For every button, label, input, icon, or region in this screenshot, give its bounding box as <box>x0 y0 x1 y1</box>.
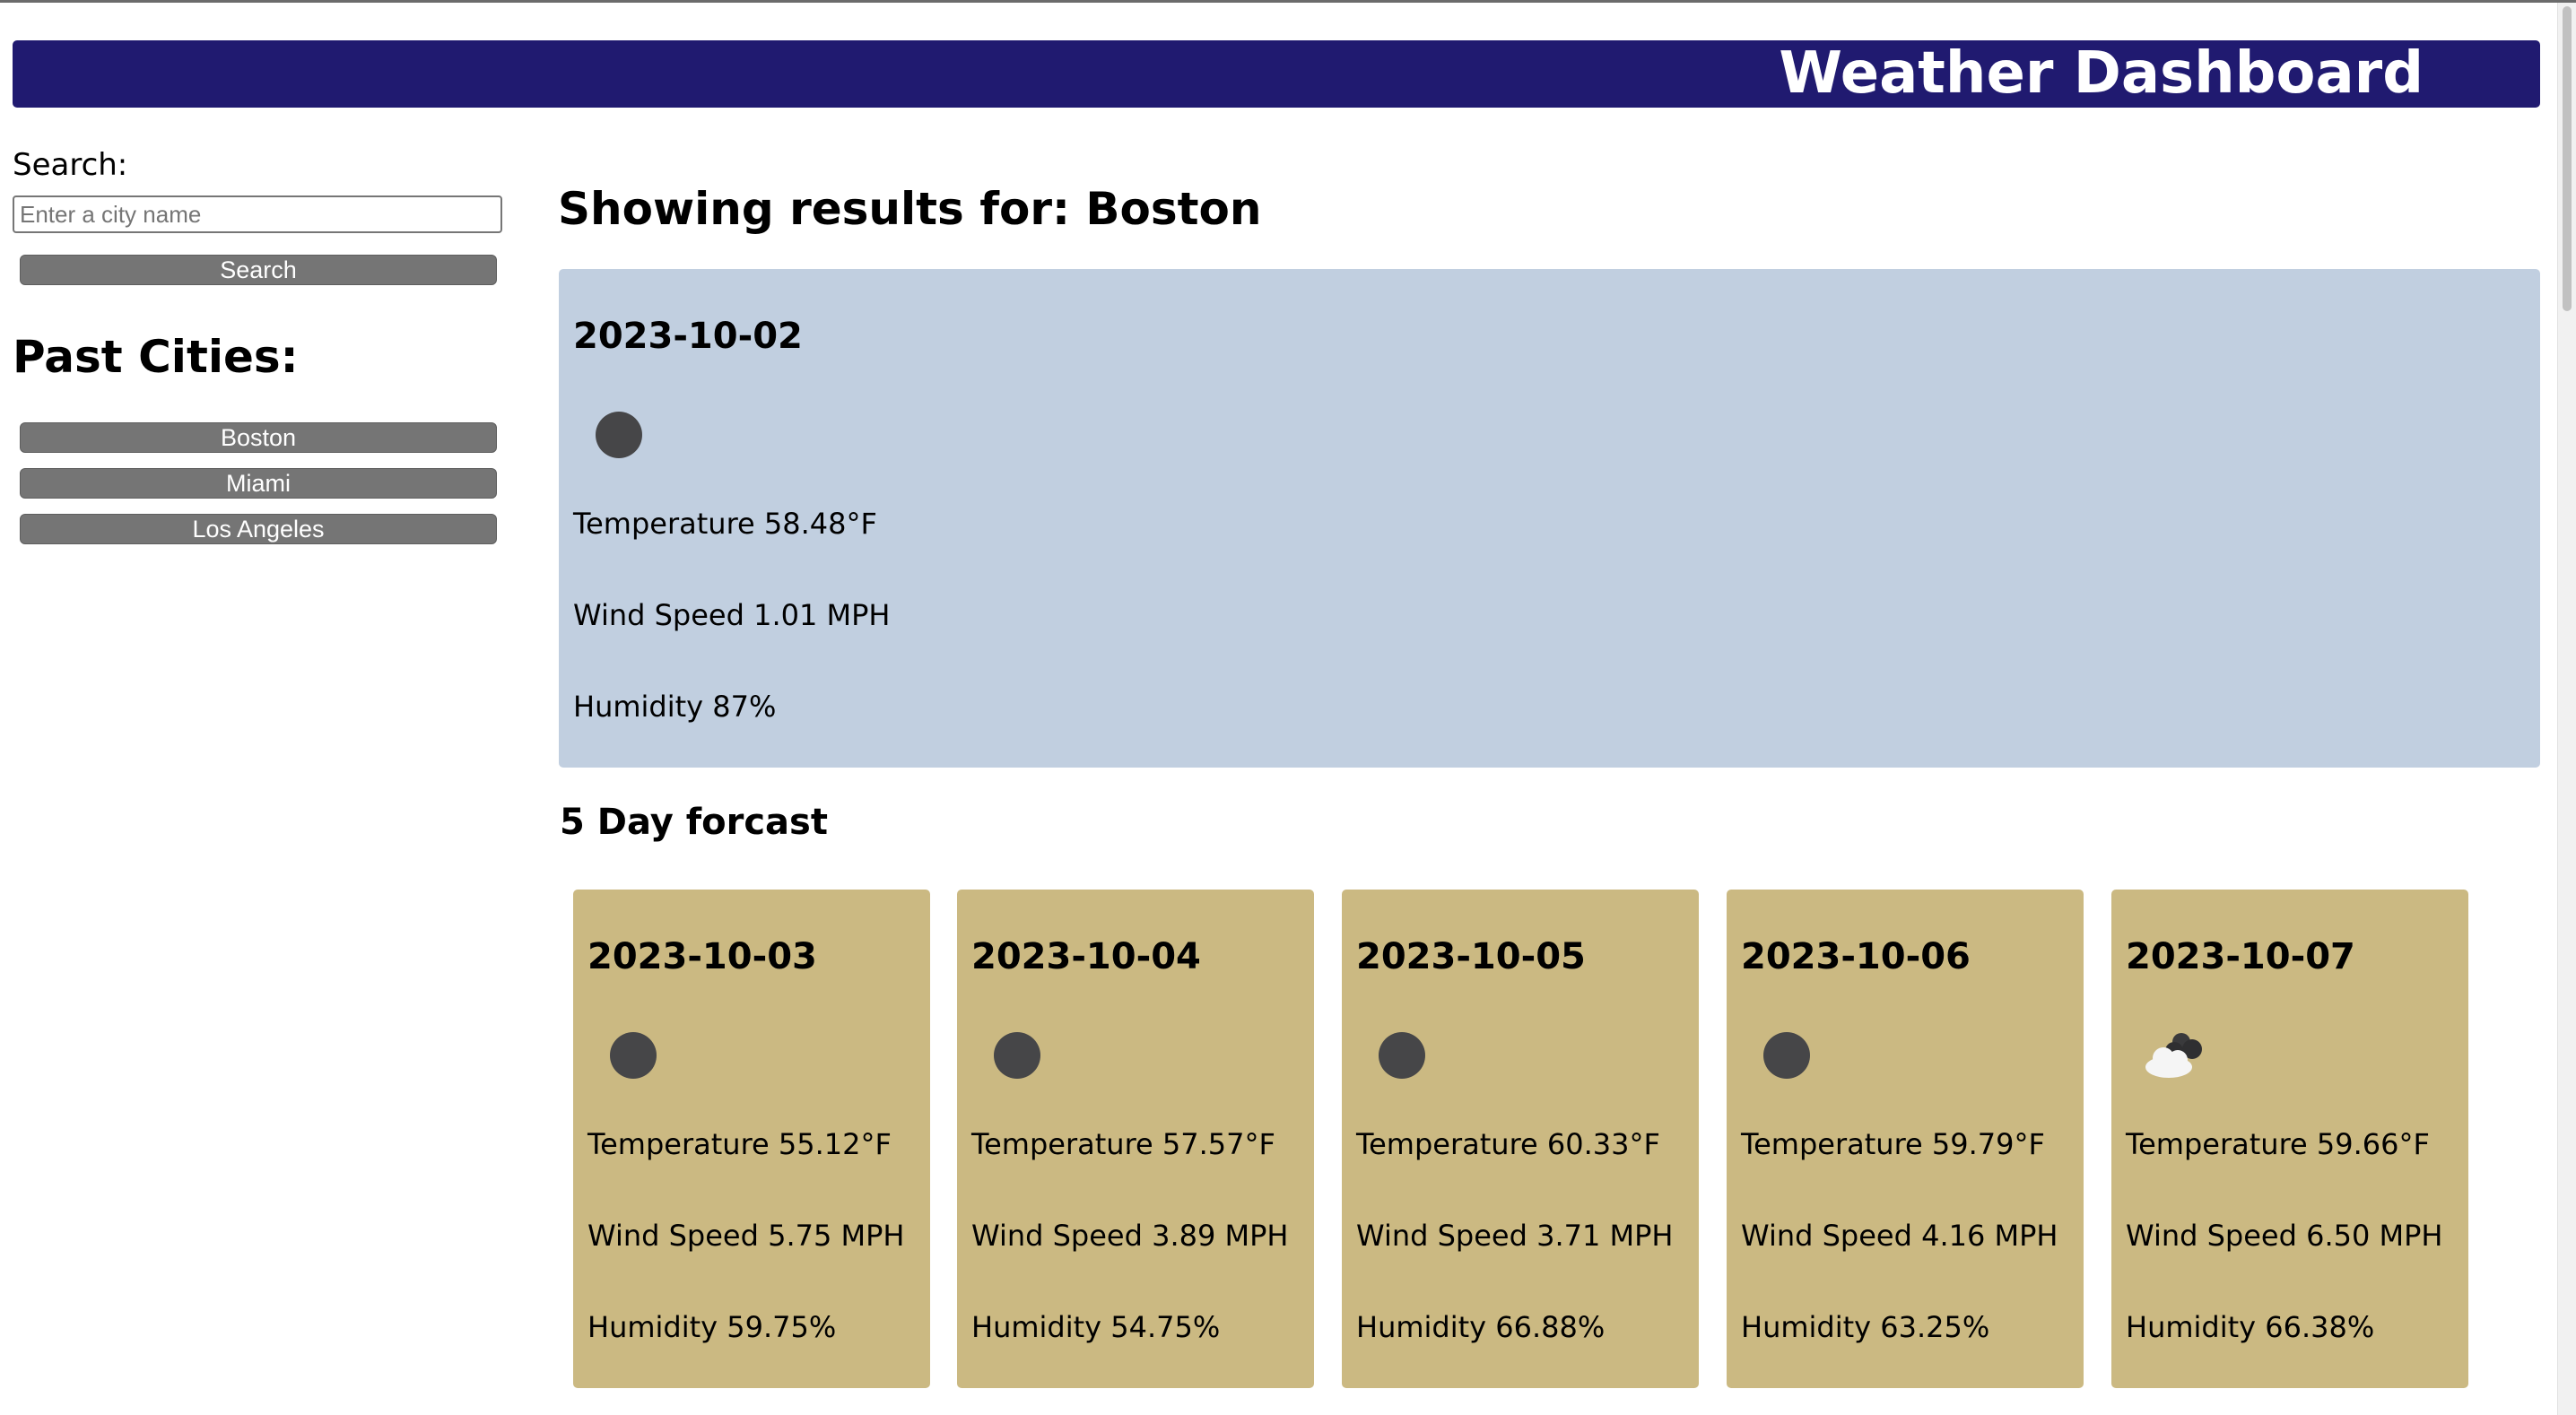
window-top-border <box>0 0 2576 3</box>
past-city-button-miami[interactable]: Miami <box>20 468 497 499</box>
forecast-card: 2023-10-07 Temperature 59.66°F Wind Spee… <box>2111 890 2468 1388</box>
clear-night-dot-icon <box>1379 1032 1425 1079</box>
forecast-wind-speed: Wind Speed 3.89 MPH <box>971 1219 1289 1253</box>
forecast-date: 2023-10-07 <box>2126 936 2355 977</box>
vertical-scrollbar[interactable] <box>2557 3 2576 1415</box>
current-temperature: Temperature 58.48°F <box>573 507 877 541</box>
forecast-wind-speed: Wind Speed 5.75 MPH <box>587 1219 905 1253</box>
current-humidity: Humidity 87% <box>573 690 777 724</box>
forecast-humidity: Humidity 54.75% <box>971 1310 1221 1344</box>
forecast-date: 2023-10-06 <box>1741 936 1971 977</box>
clear-night-dot-icon <box>596 412 642 458</box>
forecast-wind-speed: Wind Speed 6.50 MPH <box>2126 1219 2443 1253</box>
clear-night-dot-icon <box>1763 1032 1810 1079</box>
past-city-button-boston[interactable]: Boston <box>20 422 497 453</box>
forecast-temperature: Temperature 60.33°F <box>1356 1127 1660 1161</box>
forecast-card: 2023-10-03 Temperature 55.12°F Wind Spee… <box>573 890 930 1388</box>
forecast-card: 2023-10-04 Temperature 57.57°F Wind Spee… <box>957 890 1314 1388</box>
header-bar: Weather Dashboard <box>13 40 2540 108</box>
forecast-temperature: Temperature 59.66°F <box>2126 1127 2430 1161</box>
current-wind-speed: Wind Speed 1.01 MPH <box>573 598 891 632</box>
past-city-button-los-angeles[interactable]: Los Angeles <box>20 514 497 544</box>
cloudy-night-icon <box>2138 1022 2210 1085</box>
page-title: Weather Dashboard <box>1779 40 2424 107</box>
forecast-wind-speed: Wind Speed 3.71 MPH <box>1356 1219 1674 1253</box>
forecast-humidity: Humidity 66.88% <box>1356 1310 1606 1344</box>
scrollbar-thumb[interactable] <box>2563 6 2572 311</box>
current-date: 2023-10-02 <box>573 316 803 357</box>
forecast-humidity: Humidity 66.38% <box>2126 1310 2375 1344</box>
forecast-heading: 5 Day forcast <box>560 802 828 843</box>
forecast-date: 2023-10-03 <box>587 936 817 977</box>
forecast-wind-speed: Wind Speed 4.16 MPH <box>1741 1219 2058 1253</box>
forecast-card: 2023-10-06 Temperature 59.79°F Wind Spee… <box>1727 890 2084 1388</box>
forecast-card: 2023-10-05 Temperature 60.33°F Wind Spee… <box>1342 890 1699 1388</box>
forecast-date: 2023-10-04 <box>971 936 1201 977</box>
search-button[interactable]: Search <box>20 255 497 285</box>
forecast-date: 2023-10-05 <box>1356 936 1586 977</box>
past-cities-title: Past Cities: <box>13 331 299 383</box>
forecast-temperature: Temperature 57.57°F <box>971 1127 1275 1161</box>
forecast-temperature: Temperature 59.79°F <box>1741 1127 2045 1161</box>
search-input[interactable] <box>13 195 502 233</box>
results-heading: Showing results for: Boston <box>558 183 1262 235</box>
search-label: Search: <box>13 147 128 183</box>
current-weather-card: 2023-10-02 Temperature 58.48°F Wind Spee… <box>559 269 2540 768</box>
forecast-temperature: Temperature 55.12°F <box>587 1127 892 1161</box>
forecast-humidity: Humidity 59.75% <box>587 1310 837 1344</box>
clear-night-dot-icon <box>610 1032 657 1079</box>
forecast-humidity: Humidity 63.25% <box>1741 1310 1990 1344</box>
clear-night-dot-icon <box>994 1032 1040 1079</box>
